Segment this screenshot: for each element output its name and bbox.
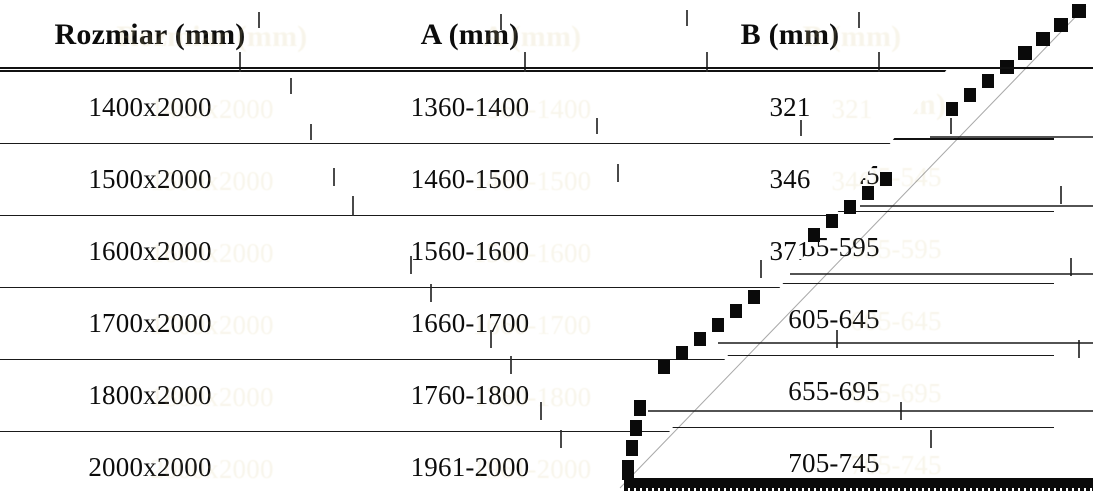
column-tick xyxy=(410,256,412,274)
cell-a: 1460-1500 xyxy=(300,143,640,216)
column-tick xyxy=(706,52,708,72)
column-tick xyxy=(950,118,952,134)
column-tick xyxy=(490,330,492,348)
column-header-a: A (mm) xyxy=(300,0,640,72)
cell-rozmiar: 1600x2000 xyxy=(0,215,300,288)
cell-a: 1961-2000 xyxy=(410,452,530,482)
column-tick xyxy=(930,430,932,448)
column-tick xyxy=(560,430,562,448)
column-header-rozmiar: Rozmiar (mm) xyxy=(0,0,300,72)
column-tick xyxy=(258,12,260,28)
column-tick xyxy=(878,52,880,72)
table-header-row: Rozmiar (mm) A (mm) B (mm) C (mm) R (mm) xyxy=(0,0,1000,72)
column-tick xyxy=(900,402,902,420)
column-tick xyxy=(760,260,762,278)
column-tick xyxy=(510,356,512,374)
cell-a: 1560-1600 xyxy=(300,215,640,288)
column-header-b: B (mm) xyxy=(640,0,940,72)
column-tick xyxy=(800,120,802,136)
column-tick xyxy=(310,124,312,140)
cell-rozmiar: 1400x2000 xyxy=(0,71,300,144)
cell-rozmiar: 2000x2000 xyxy=(88,452,212,482)
column-tick xyxy=(858,12,860,28)
column-tick xyxy=(500,14,502,30)
column-tick xyxy=(290,78,292,94)
cell-a: 1360-1400 xyxy=(300,71,640,144)
table-row: 1600x2000 1560-1600 371 426 605-645 xyxy=(0,215,1000,288)
column-tick xyxy=(333,168,335,186)
column-tick xyxy=(540,402,542,420)
column-tick xyxy=(617,164,619,182)
table-row: 1400x2000 1360-1400 321 376 505-545 xyxy=(0,71,1000,144)
column-tick xyxy=(1060,186,1062,204)
column-tick xyxy=(686,10,688,26)
column-tick xyxy=(836,330,838,348)
cell-b: 321 xyxy=(640,71,940,144)
column-tick xyxy=(1070,258,1072,276)
cell-a: 1760-1800 xyxy=(300,359,640,432)
bottom-black-bar xyxy=(624,478,1093,491)
column-tick xyxy=(524,52,526,72)
cell-a: 1660-1700 xyxy=(300,287,640,360)
column-tick xyxy=(352,196,354,216)
column-tick xyxy=(239,52,241,72)
cell-rozmiar: 1700x2000 xyxy=(0,287,300,360)
cell-rozmiar: 1800x2000 xyxy=(0,359,300,432)
column-tick xyxy=(430,284,432,302)
cell-rozmiar: 1500x2000 xyxy=(0,143,300,216)
column-tick xyxy=(1078,340,1080,358)
column-tick xyxy=(596,118,598,134)
